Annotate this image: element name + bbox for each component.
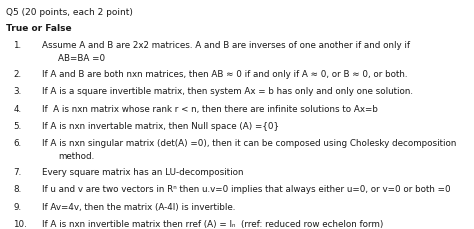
Text: If A is nxn invertible matrix then rref (A) = Iₙ  (rref: reduced row echelon for: If A is nxn invertible matrix then rref … [42,219,383,228]
Text: 9.: 9. [13,202,21,211]
Text: 5.: 5. [13,122,21,131]
Text: If A is nxn singular matrix (det(A) =0), then it can be composed using Cholesky : If A is nxn singular matrix (det(A) =0),… [42,139,456,148]
Text: If Av=4v, then the matrix (A-4I) is invertible.: If Av=4v, then the matrix (A-4I) is inve… [42,202,235,211]
Text: If A is a square invertible matrix, then system Ax = b has only and only one sol: If A is a square invertible matrix, then… [42,87,413,96]
Text: 7.: 7. [13,167,21,176]
Text: Q5 (20 points, each 2 point): Q5 (20 points, each 2 point) [6,8,133,17]
Text: Assume A and B are 2x2 matrices. A and B are inverses of one another if and only: Assume A and B are 2x2 matrices. A and B… [42,41,410,50]
Text: 3.: 3. [13,87,21,96]
Text: 10.: 10. [13,219,27,228]
Text: method.: method. [58,151,94,160]
Text: 8.: 8. [13,184,21,193]
Text: If u and v are two vectors in Rⁿ then u.v=0 implies that always either u=0, or v: If u and v are two vectors in Rⁿ then u.… [42,184,450,193]
Text: 6.: 6. [13,139,21,148]
Text: AB=BA =0: AB=BA =0 [58,54,105,63]
Text: Every square matrix has an LU-decomposition: Every square matrix has an LU-decomposit… [42,167,243,176]
Text: If A is nxn invertable matrix, then Null space (A) ={0}: If A is nxn invertable matrix, then Null… [42,122,279,131]
Text: True or False: True or False [6,24,72,33]
Text: 1.: 1. [13,41,21,50]
Text: 4.: 4. [13,104,21,113]
Text: 2.: 2. [13,69,21,78]
Text: If  A is nxn matrix whose rank r < n, then there are infinite solutions to Ax=b: If A is nxn matrix whose rank r < n, the… [42,104,378,113]
Text: If A and B are both nxn matrices, then AB ≈ 0 if and only if A ≈ 0, or B ≈ 0, or: If A and B are both nxn matrices, then A… [42,69,407,78]
